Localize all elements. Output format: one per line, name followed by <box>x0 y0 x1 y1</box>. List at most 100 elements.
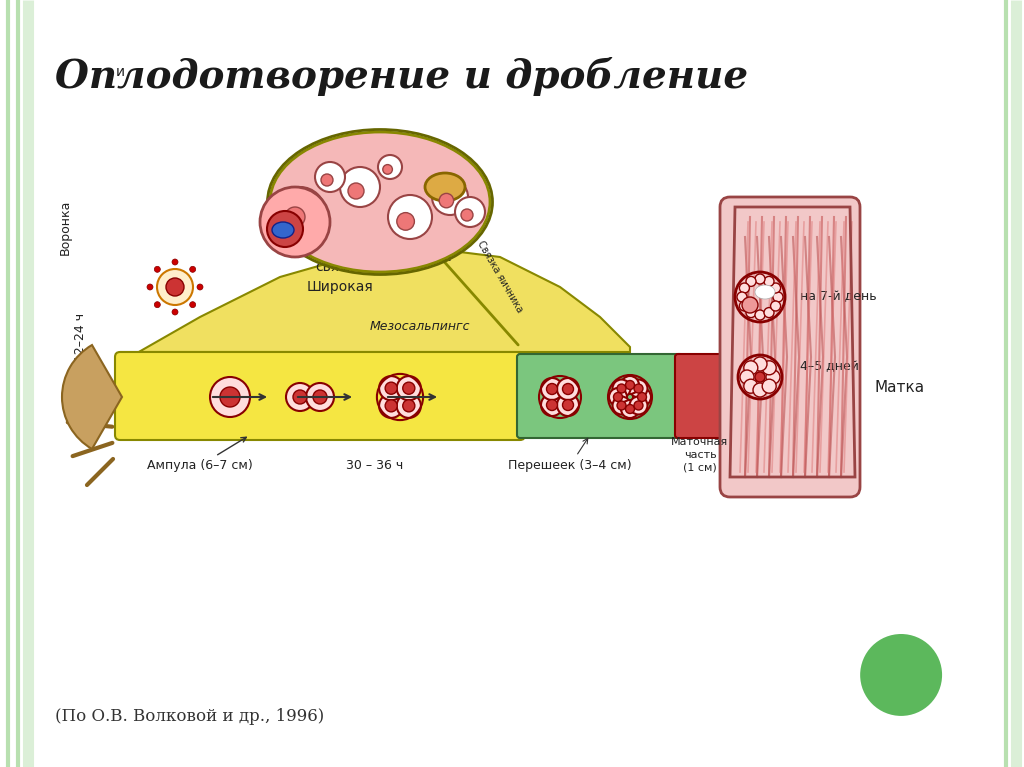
Circle shape <box>388 195 432 239</box>
Text: на 7-й день: на 7-й день <box>800 291 877 304</box>
Text: (По О.В. Волковой и др., 1996): (По О.В. Волковой и др., 1996) <box>55 708 325 725</box>
Circle shape <box>547 400 557 410</box>
Circle shape <box>613 393 623 401</box>
Circle shape <box>562 400 573 410</box>
Circle shape <box>155 266 161 272</box>
Circle shape <box>402 382 415 394</box>
Circle shape <box>293 390 307 404</box>
Text: 12–24 ч: 12–24 ч <box>74 312 86 361</box>
Circle shape <box>626 380 635 390</box>
Circle shape <box>267 211 303 247</box>
Circle shape <box>379 376 403 400</box>
Circle shape <box>378 155 402 179</box>
Circle shape <box>746 276 756 286</box>
Circle shape <box>771 301 780 311</box>
FancyBboxPatch shape <box>675 354 736 438</box>
Text: 4–5 дней: 4–5 дней <box>800 360 859 374</box>
Circle shape <box>385 400 397 412</box>
Circle shape <box>155 301 161 308</box>
Circle shape <box>633 388 651 406</box>
Circle shape <box>743 360 758 375</box>
Circle shape <box>764 308 774 318</box>
Circle shape <box>762 360 776 375</box>
Circle shape <box>753 357 767 371</box>
Circle shape <box>740 370 754 384</box>
Circle shape <box>766 370 780 384</box>
Circle shape <box>396 376 421 400</box>
Circle shape <box>771 283 780 293</box>
FancyArrowPatch shape <box>87 459 113 485</box>
Text: Мезосальпингс: Мезосальпингс <box>370 321 470 334</box>
Circle shape <box>402 400 415 412</box>
FancyArrowPatch shape <box>68 423 113 426</box>
Circle shape <box>612 380 631 397</box>
Circle shape <box>306 383 334 411</box>
PathPatch shape <box>120 247 630 357</box>
Text: Оплодотворение и дробление: Оплодотворение и дробление <box>55 57 749 96</box>
Circle shape <box>285 207 305 227</box>
Circle shape <box>630 397 647 414</box>
FancyBboxPatch shape <box>720 197 860 497</box>
Circle shape <box>315 162 345 192</box>
Circle shape <box>157 269 193 305</box>
Circle shape <box>762 379 776 393</box>
Circle shape <box>739 283 750 293</box>
Circle shape <box>630 380 647 397</box>
Circle shape <box>432 179 468 215</box>
Circle shape <box>147 284 153 290</box>
Circle shape <box>541 394 563 416</box>
Circle shape <box>634 401 643 410</box>
Circle shape <box>383 165 392 174</box>
Text: Ампула (6–7 см): Ампула (6–7 см) <box>147 437 253 472</box>
Circle shape <box>461 209 473 221</box>
Circle shape <box>197 284 203 290</box>
FancyBboxPatch shape <box>517 354 683 438</box>
Circle shape <box>753 383 767 397</box>
Circle shape <box>557 394 579 416</box>
Circle shape <box>210 377 250 417</box>
Circle shape <box>541 378 563 400</box>
Text: 30 – 36 ч: 30 – 36 ч <box>346 459 403 472</box>
Circle shape <box>340 167 380 207</box>
Circle shape <box>746 308 756 318</box>
Circle shape <box>621 400 639 418</box>
Circle shape <box>755 372 765 382</box>
Circle shape <box>621 376 639 394</box>
Circle shape <box>755 274 765 284</box>
FancyBboxPatch shape <box>115 352 525 440</box>
Circle shape <box>860 634 942 716</box>
Text: Перешеек (3–4 см): Перешеек (3–4 см) <box>508 439 632 472</box>
Circle shape <box>286 383 314 411</box>
Circle shape <box>172 309 178 315</box>
Circle shape <box>172 259 178 265</box>
Circle shape <box>396 393 421 418</box>
Circle shape <box>557 378 579 400</box>
Circle shape <box>313 390 327 404</box>
Circle shape <box>547 384 557 394</box>
Circle shape <box>385 382 397 394</box>
Circle shape <box>562 384 573 394</box>
Text: Матка: Матка <box>874 380 925 394</box>
Circle shape <box>617 384 626 393</box>
FancyArrowPatch shape <box>73 443 113 456</box>
Circle shape <box>455 197 485 227</box>
Circle shape <box>220 387 240 407</box>
Circle shape <box>275 187 325 237</box>
Text: связка: связка <box>315 260 365 274</box>
Circle shape <box>743 379 758 393</box>
Circle shape <box>189 266 196 272</box>
Circle shape <box>397 212 415 230</box>
Text: и: и <box>116 65 125 79</box>
Text: Связка яичника: Связка яичника <box>475 239 524 314</box>
FancyArrowPatch shape <box>78 393 113 411</box>
Circle shape <box>439 193 454 208</box>
Text: матки: матки <box>408 250 453 264</box>
Ellipse shape <box>270 132 490 272</box>
Circle shape <box>321 174 333 186</box>
Circle shape <box>742 297 758 313</box>
Text: Маточная
часть
(1 см): Маточная часть (1 см) <box>672 437 729 472</box>
Circle shape <box>617 401 626 410</box>
Circle shape <box>737 292 746 302</box>
Circle shape <box>189 301 196 308</box>
Circle shape <box>739 301 750 311</box>
